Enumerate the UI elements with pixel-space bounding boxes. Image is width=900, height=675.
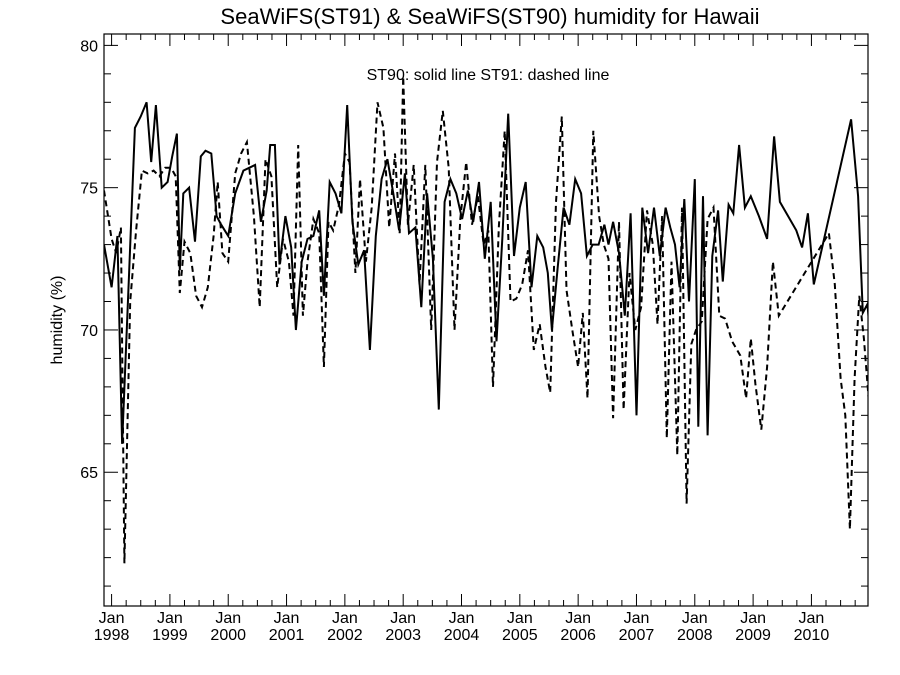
x-tick-label-month: Jan bbox=[565, 610, 591, 627]
x-tick-label-month: Jan bbox=[157, 610, 183, 627]
x-tick-label-year: 2003 bbox=[385, 627, 421, 644]
chart-title: SeaWiFS(ST91) & SeaWiFS(ST90) humidity f… bbox=[220, 4, 760, 29]
x-tick-label-year: 2010 bbox=[794, 627, 830, 644]
series-line-st91 bbox=[104, 76, 868, 564]
x-tick-label-month: Jan bbox=[740, 610, 766, 627]
x-tick-label-month: Jan bbox=[274, 610, 300, 627]
y-tick-label: 70 bbox=[80, 323, 98, 340]
y-tick-label: 65 bbox=[80, 465, 98, 482]
x-tick-label-year: 2005 bbox=[502, 627, 538, 644]
x-tick-label-year: 2001 bbox=[269, 627, 305, 644]
y-tick-label: 80 bbox=[80, 38, 98, 55]
y-axis-label: humidity (%) bbox=[49, 276, 66, 365]
x-tick-label-month: Jan bbox=[332, 610, 358, 627]
series-line-st90 bbox=[104, 101, 868, 444]
x-tick-label-year: 2007 bbox=[619, 627, 655, 644]
x-tick-label-month: Jan bbox=[682, 610, 708, 627]
plot-frame bbox=[103, 33, 869, 607]
series-annotation: ST90: solid line ST91: dashed line bbox=[367, 67, 610, 84]
x-tick-label-year: 2002 bbox=[327, 627, 363, 644]
x-tick-label-year: 1998 bbox=[94, 627, 130, 644]
x-tick-label-month: Jan bbox=[215, 610, 241, 627]
x-tick-label-month: Jan bbox=[624, 610, 650, 627]
x-tick-label-month: Jan bbox=[507, 610, 533, 627]
x-tick-label-year: 2006 bbox=[560, 627, 596, 644]
series-lines bbox=[104, 76, 868, 564]
y-tick-label: 75 bbox=[80, 181, 98, 198]
x-tick-label-month: Jan bbox=[799, 610, 825, 627]
x-tick-label-month: Jan bbox=[449, 610, 475, 627]
x-tick-label-year: 2004 bbox=[444, 627, 480, 644]
x-tick-label-month: Jan bbox=[99, 610, 125, 627]
axis-ticks: 65707580Jan1998Jan1999Jan2000Jan2001Jan2… bbox=[80, 34, 868, 644]
x-tick-label-year: 2009 bbox=[735, 627, 771, 644]
x-tick-label-year: 1999 bbox=[152, 627, 188, 644]
x-tick-label-month: Jan bbox=[390, 610, 416, 627]
x-tick-label-year: 2008 bbox=[677, 627, 713, 644]
x-tick-label-year: 2000 bbox=[210, 627, 246, 644]
